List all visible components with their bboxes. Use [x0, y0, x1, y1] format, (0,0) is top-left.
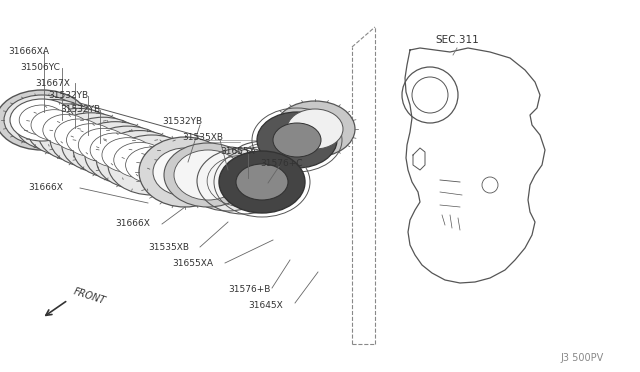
Text: 31655XA: 31655XA	[172, 260, 213, 269]
Ellipse shape	[0, 90, 88, 150]
Ellipse shape	[102, 138, 153, 172]
Ellipse shape	[67, 124, 115, 156]
Text: 31666X: 31666X	[115, 219, 150, 228]
Text: 31532YB: 31532YB	[48, 92, 88, 100]
Ellipse shape	[10, 99, 74, 141]
Ellipse shape	[236, 164, 288, 200]
Text: 31655X: 31655X	[220, 148, 255, 157]
Ellipse shape	[15, 99, 93, 151]
Text: 31506YC: 31506YC	[20, 64, 60, 73]
Ellipse shape	[275, 101, 355, 157]
Ellipse shape	[85, 126, 170, 184]
Ellipse shape	[257, 112, 337, 168]
Text: 31576+C: 31576+C	[260, 158, 303, 167]
Ellipse shape	[27, 104, 106, 156]
Ellipse shape	[202, 160, 255, 198]
Ellipse shape	[38, 108, 118, 162]
Ellipse shape	[153, 148, 217, 196]
Ellipse shape	[114, 142, 166, 178]
Ellipse shape	[219, 151, 305, 213]
Ellipse shape	[108, 135, 196, 195]
Ellipse shape	[50, 113, 132, 167]
Ellipse shape	[139, 137, 231, 207]
Text: 31535XB: 31535XB	[148, 244, 189, 253]
Text: 31666XA: 31666XA	[8, 48, 49, 57]
Ellipse shape	[164, 143, 252, 207]
Ellipse shape	[97, 131, 183, 189]
Ellipse shape	[273, 123, 321, 157]
Ellipse shape	[174, 150, 242, 200]
Ellipse shape	[4, 95, 80, 145]
Ellipse shape	[19, 105, 65, 135]
Text: 31645X: 31645X	[248, 301, 283, 310]
Text: 31576+B: 31576+B	[228, 285, 270, 295]
Ellipse shape	[62, 117, 145, 173]
Ellipse shape	[74, 122, 157, 178]
Text: 31667X: 31667X	[35, 78, 70, 87]
Ellipse shape	[287, 109, 343, 149]
Text: FRONT: FRONT	[72, 286, 107, 306]
Text: 31666X: 31666X	[28, 183, 63, 192]
Ellipse shape	[184, 147, 272, 211]
Ellipse shape	[31, 110, 77, 140]
Ellipse shape	[125, 147, 179, 183]
Text: 31535XB: 31535XB	[182, 134, 223, 142]
Text: 31532YB: 31532YB	[60, 106, 100, 115]
Ellipse shape	[90, 133, 141, 167]
Ellipse shape	[54, 119, 102, 151]
Ellipse shape	[43, 114, 90, 146]
Text: 31532YB: 31532YB	[162, 118, 202, 126]
Ellipse shape	[78, 128, 128, 162]
Text: J3 500PV: J3 500PV	[560, 353, 604, 363]
Text: SEC.311: SEC.311	[435, 35, 479, 45]
